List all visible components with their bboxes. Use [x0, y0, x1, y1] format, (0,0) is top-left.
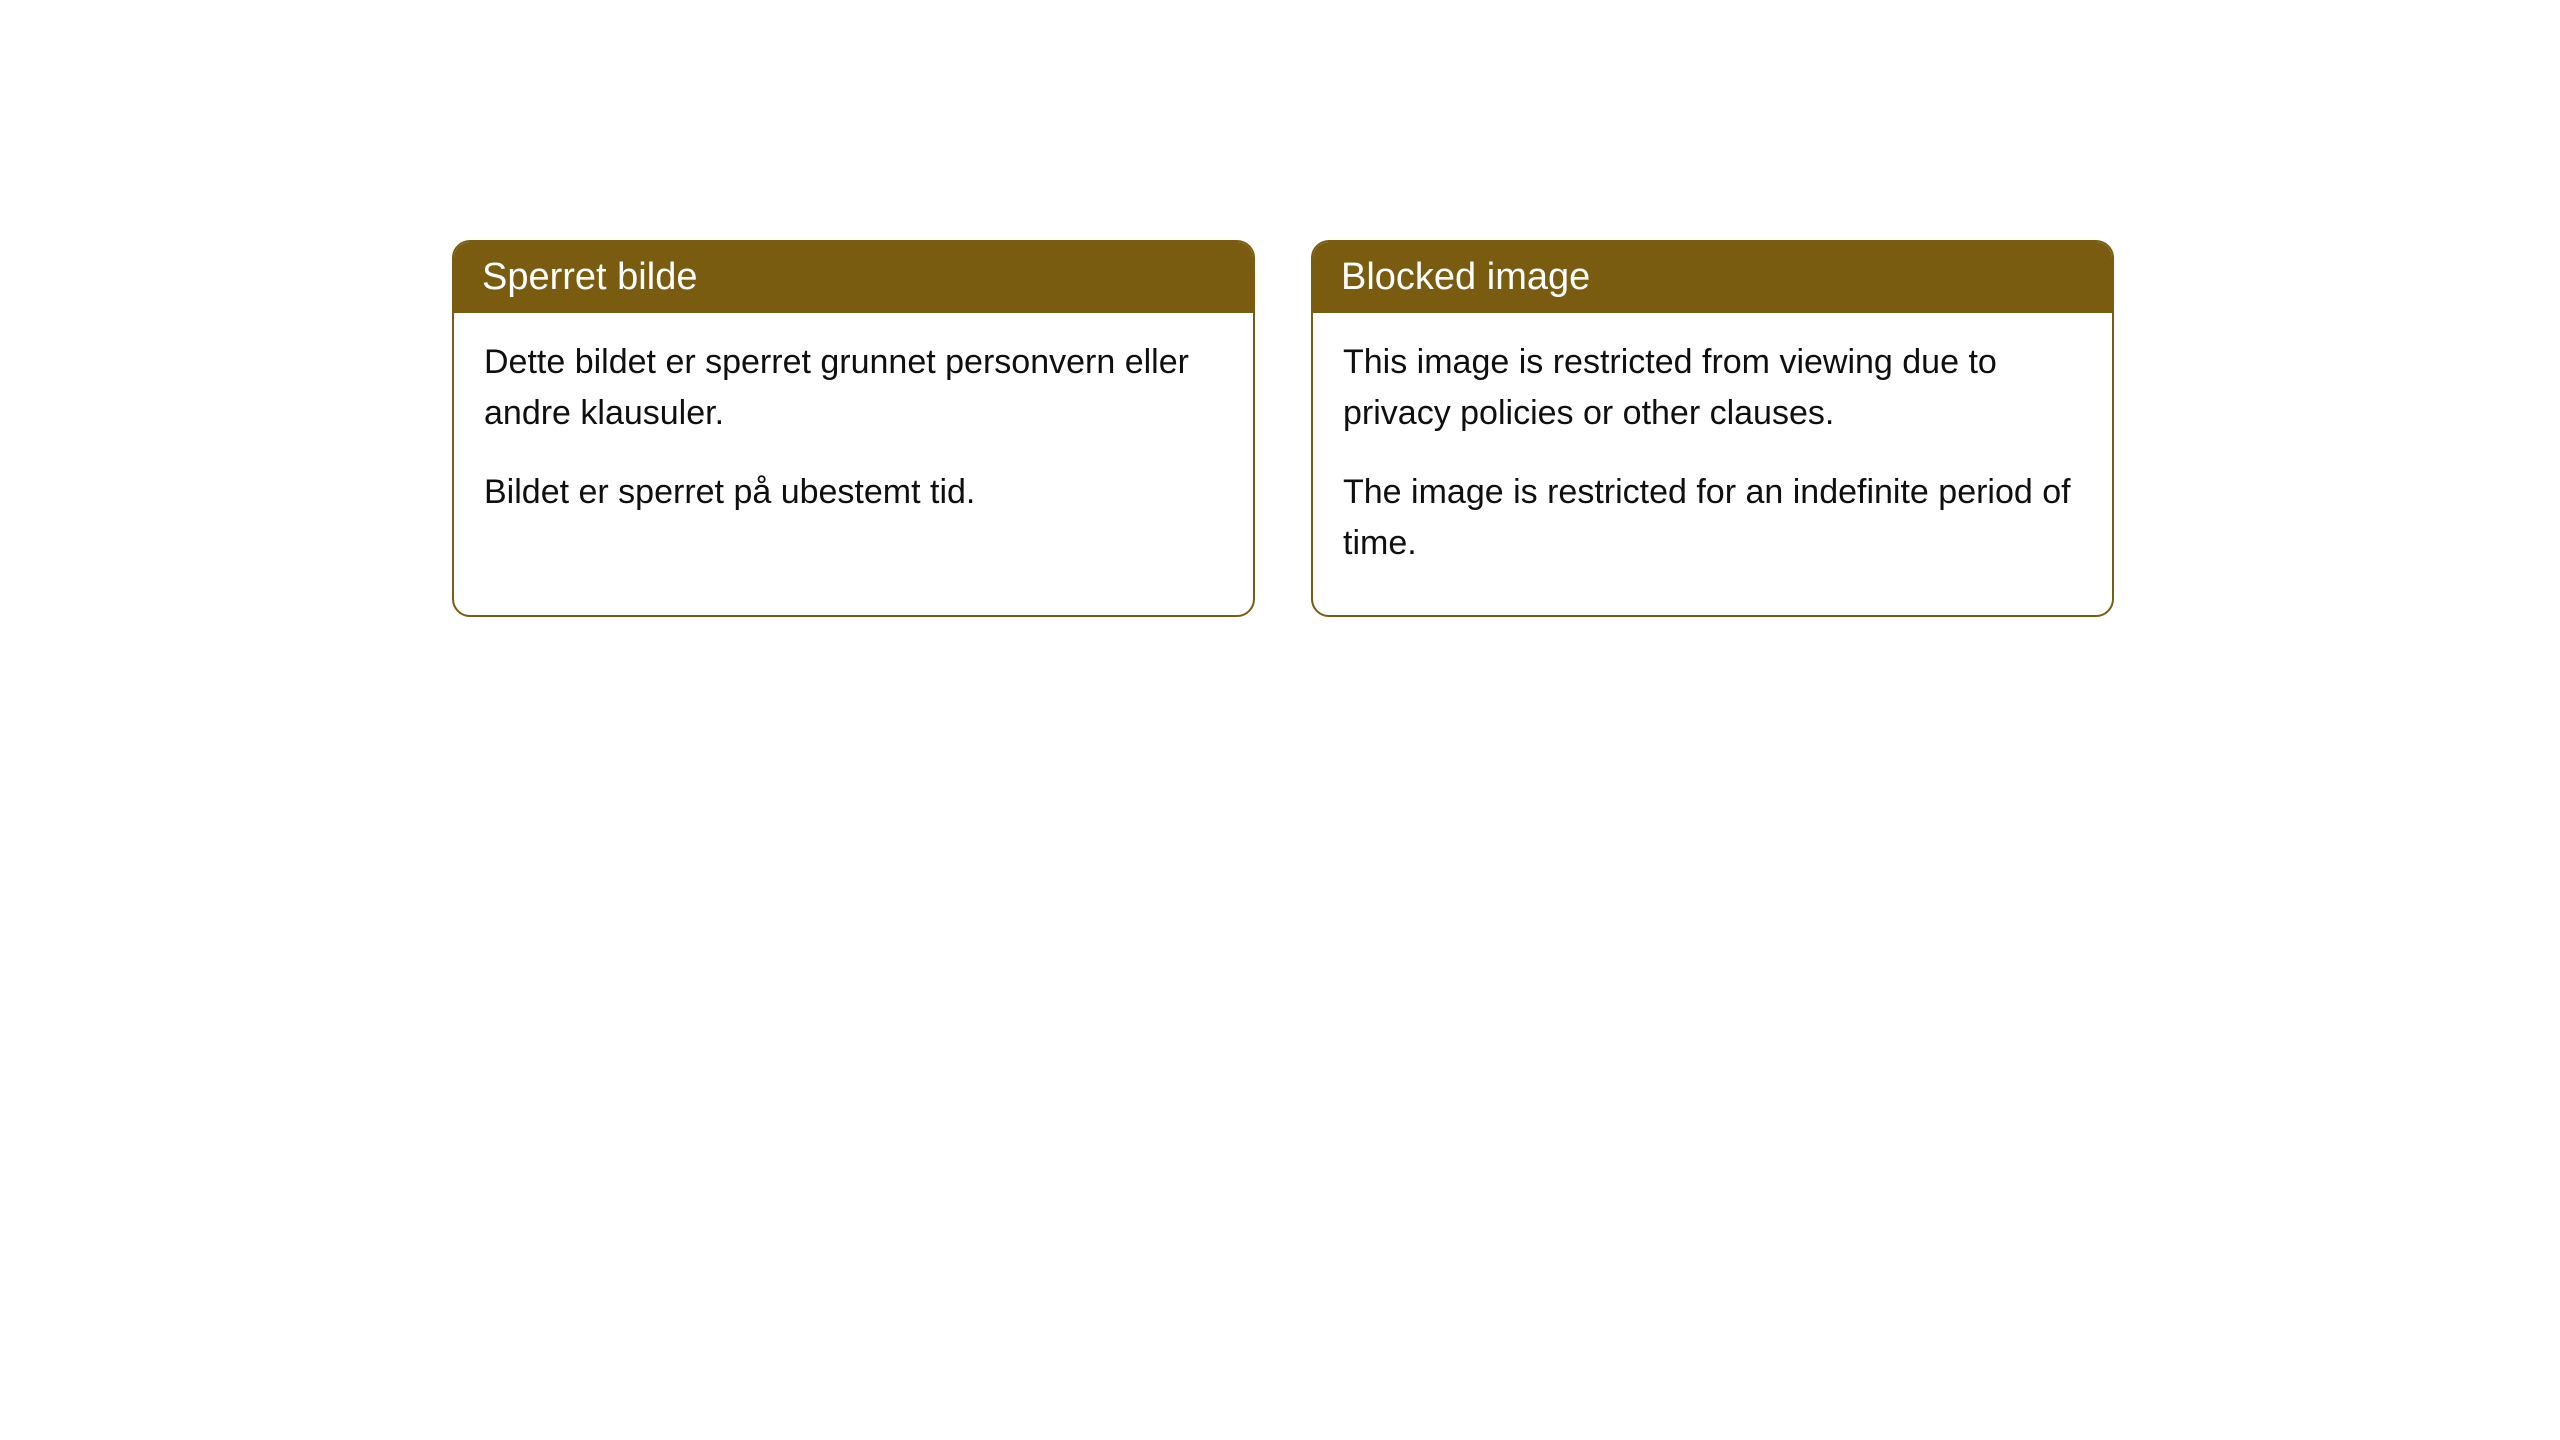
card-title: Blocked image [1341, 256, 1590, 298]
blocked-image-card-norwegian: Sperret bilde Dette bildet er sperret gr… [452, 240, 1255, 617]
card-header-norwegian: Sperret bilde [454, 242, 1253, 313]
card-title: Sperret bilde [482, 256, 697, 298]
card-body-english: This image is restricted from viewing du… [1313, 313, 2112, 615]
card-header-english: Blocked image [1313, 242, 2112, 313]
card-body-norwegian: Dette bildet er sperret grunnet personve… [454, 313, 1253, 564]
card-paragraph: Dette bildet er sperret grunnet personve… [484, 337, 1223, 439]
card-paragraph: Bildet er sperret på ubestemt tid. [484, 467, 1223, 518]
blocked-image-card-english: Blocked image This image is restricted f… [1311, 240, 2114, 617]
card-paragraph: This image is restricted from viewing du… [1343, 337, 2082, 439]
card-paragraph: The image is restricted for an indefinit… [1343, 467, 2082, 569]
cards-container: Sperret bilde Dette bildet er sperret gr… [452, 240, 2114, 617]
